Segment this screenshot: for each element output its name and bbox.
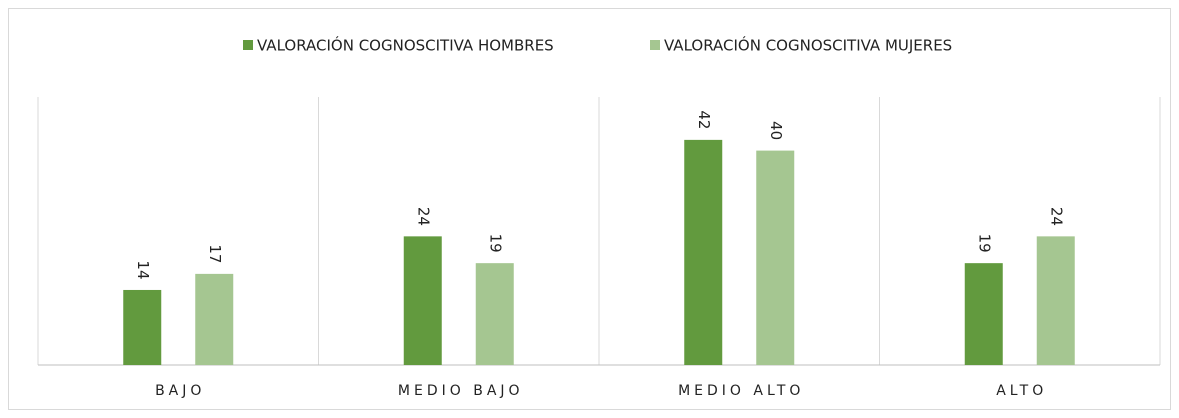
bar xyxy=(195,273,234,365)
data-label: 17 xyxy=(206,244,224,263)
bar xyxy=(1036,236,1075,365)
bar xyxy=(123,289,162,365)
bar xyxy=(964,263,1003,365)
x-tick-label: ALTO xyxy=(996,383,1047,399)
legend-label: VALORACIÓN COGNOSCITIVA MUJERES xyxy=(664,36,952,55)
data-label: 14 xyxy=(134,260,152,279)
data-label: 24 xyxy=(1047,207,1065,226)
bar xyxy=(684,139,723,365)
legend-swatch xyxy=(243,40,253,50)
data-label: 19 xyxy=(486,234,504,253)
bar xyxy=(756,150,795,365)
bar xyxy=(475,263,514,365)
legend: VALORACIÓN COGNOSCITIVA HOMBRES VALORACIÓ… xyxy=(243,36,952,55)
x-tick-label: BAJO xyxy=(155,383,205,399)
bar xyxy=(403,236,442,365)
data-label: 42 xyxy=(695,110,713,129)
x-tick-label: MEDIO ALTO xyxy=(678,383,804,399)
legend-swatch xyxy=(650,40,660,50)
data-label: 24 xyxy=(414,207,432,226)
data-label: 19 xyxy=(975,234,993,253)
data-label: 40 xyxy=(767,121,785,140)
x-tick-label: MEDIO BAJO xyxy=(398,383,524,399)
legend-label: VALORACIÓN COGNOSCITIVA HOMBRES xyxy=(257,36,554,55)
